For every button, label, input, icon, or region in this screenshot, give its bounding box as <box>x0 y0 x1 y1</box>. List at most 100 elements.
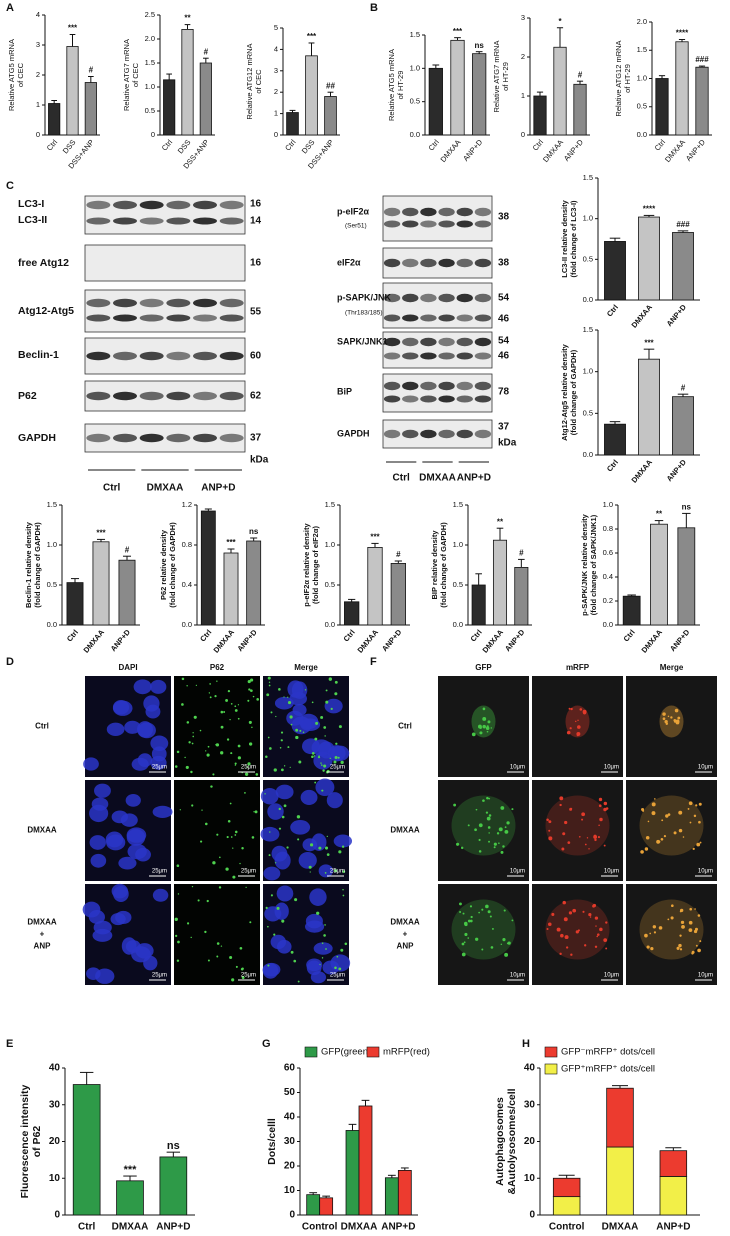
significance: ## <box>326 81 335 90</box>
puncta <box>267 925 269 928</box>
puncta <box>698 802 702 806</box>
blot-band <box>474 429 492 439</box>
blot-band <box>193 391 217 401</box>
blot-band <box>219 200 244 210</box>
puncta <box>671 904 674 908</box>
bar <box>223 552 239 626</box>
blot-band <box>420 395 437 403</box>
blot-band <box>193 200 217 210</box>
puncta <box>234 705 237 708</box>
puncta <box>546 818 549 821</box>
bar <box>159 1156 188 1216</box>
puncta <box>598 804 602 808</box>
y-tick-label: 1.0 <box>145 82 155 91</box>
x-tick-label: Ctrl <box>198 628 213 644</box>
nucleus <box>137 722 156 739</box>
puncta <box>311 755 314 759</box>
y-axis-label: p-SAPK/JNK relative density <box>580 513 589 616</box>
y-tick-label: 0 <box>521 130 525 139</box>
puncta <box>342 870 346 873</box>
puncta <box>256 698 259 701</box>
puncta <box>335 742 338 745</box>
y-tick-label: 0.0 <box>453 620 463 629</box>
puncta <box>206 753 210 757</box>
puncta <box>333 760 337 764</box>
puncta <box>485 726 490 730</box>
nucleus <box>324 698 343 714</box>
puncta <box>559 803 562 807</box>
x-tick-label: Ctrl <box>45 138 60 153</box>
puncta <box>662 717 666 721</box>
puncta <box>504 826 507 829</box>
puncta <box>268 684 271 687</box>
puncta <box>248 688 251 691</box>
puncta <box>588 848 590 850</box>
x-tick-label: Control <box>549 1222 585 1233</box>
puncta <box>488 832 490 834</box>
puncta <box>562 832 566 836</box>
puncta <box>320 715 324 719</box>
blot-band <box>113 351 137 361</box>
puncta <box>324 846 329 850</box>
blot-band <box>438 258 455 268</box>
kda-value: 37 <box>250 433 262 444</box>
puncta <box>325 689 328 692</box>
puncta <box>281 815 285 819</box>
puncta <box>688 920 693 925</box>
nucleus <box>299 713 319 730</box>
puncta <box>593 835 598 839</box>
row-label: ANP <box>397 942 415 951</box>
bar <box>200 510 216 626</box>
puncta <box>226 738 230 741</box>
puncta <box>597 836 601 839</box>
puncta <box>293 959 297 963</box>
puncta <box>470 915 473 919</box>
column-header: Merge <box>294 663 318 672</box>
puncta <box>548 922 552 926</box>
significance: # <box>519 549 524 558</box>
blot-band <box>383 429 401 439</box>
y-tick-label: 0.6 <box>603 548 613 557</box>
x-tick-label: Ctrl <box>653 138 668 153</box>
blot-band <box>166 217 191 225</box>
puncta <box>642 809 645 812</box>
bar <box>533 95 547 136</box>
puncta <box>566 730 571 735</box>
puncta <box>223 711 226 713</box>
puncta <box>594 945 598 949</box>
cell-glow <box>659 705 684 738</box>
nucleus <box>274 902 289 920</box>
puncta <box>650 946 654 951</box>
blot-frame <box>382 419 493 449</box>
puncta <box>500 943 503 946</box>
puncta <box>679 934 682 937</box>
puncta <box>504 952 509 957</box>
y-tick-label: 1.0 <box>410 63 420 72</box>
y-axis-label: Relative ATG7 mRNA <box>492 41 501 113</box>
blot-band <box>86 298 111 308</box>
bar <box>305 55 318 136</box>
bar <box>492 539 508 626</box>
y-axis-label: of CEC <box>254 69 263 94</box>
y-axis-label: &Autolysosomes/cell <box>506 1088 518 1194</box>
puncta <box>290 950 294 954</box>
y-tick-label: 0.0 <box>410 130 420 139</box>
blot-band <box>438 395 455 403</box>
puncta <box>240 967 244 971</box>
puncta <box>479 731 483 735</box>
blot-band <box>474 258 492 268</box>
puncta <box>338 725 342 729</box>
significance: # <box>204 47 209 56</box>
puncta <box>317 756 321 759</box>
kda-value: 14 <box>250 216 262 227</box>
puncta <box>314 781 317 784</box>
puncta <box>678 810 683 815</box>
bar <box>345 1130 360 1216</box>
puncta <box>344 942 348 946</box>
puncta <box>230 752 233 755</box>
blot-band <box>86 314 111 322</box>
blot-band <box>86 351 111 361</box>
puncta <box>506 821 510 825</box>
puncta <box>595 925 597 927</box>
column-header: Merge <box>660 663 684 672</box>
